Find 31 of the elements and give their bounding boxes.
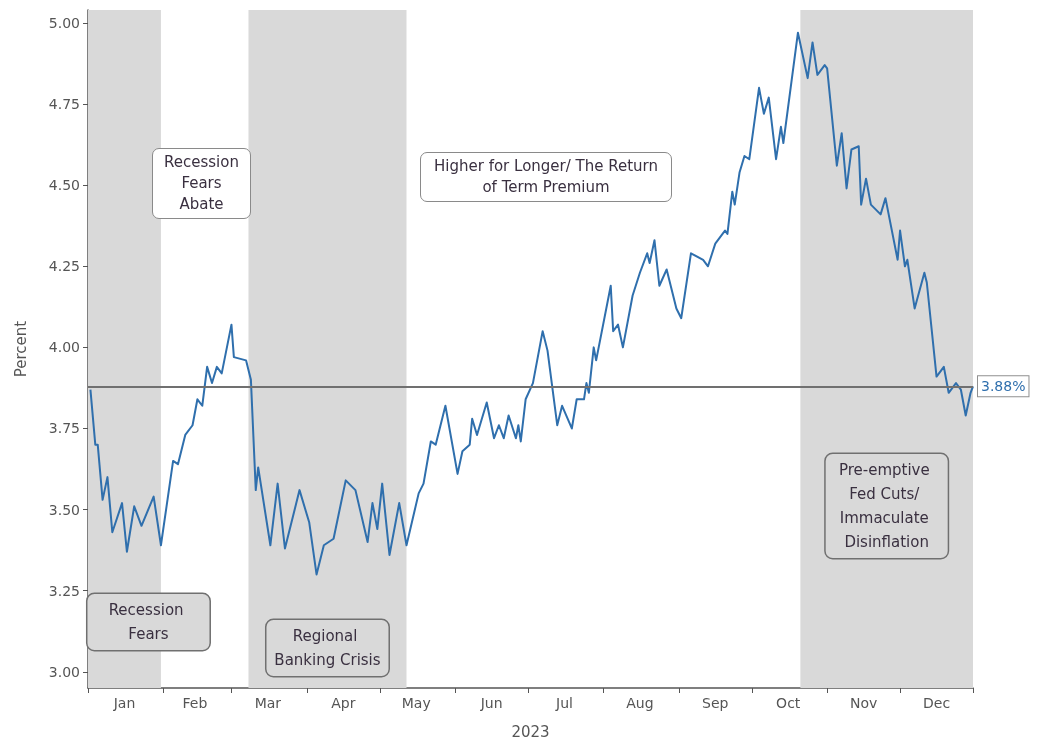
x-tick-label: Apr — [331, 695, 356, 711]
y-tick-label: 4.75 — [48, 96, 80, 113]
y-tick-label: 3.00 — [48, 663, 80, 680]
text: Recession Fears — [108, 601, 184, 643]
x-tick-label: Jun — [479, 695, 503, 711]
x-tick-label: Jul — [555, 695, 573, 711]
text: Abate — [179, 195, 224, 213]
x-tick-label: Oct — [776, 695, 801, 711]
x-tick-label: Aug — [626, 695, 654, 711]
y-tick-label: 4.50 — [48, 177, 80, 194]
x-tick-label: Feb — [182, 695, 208, 711]
x-tick-label: Dec — [922, 695, 951, 711]
x-tick-label: Nov — [849, 695, 878, 711]
y-tick-label: 3.25 — [48, 582, 80, 599]
band-label: Recession Fears — [164, 153, 239, 192]
x-axis-title: 2023 — [511, 722, 550, 741]
x-tick-label: Mar — [254, 695, 282, 711]
y-axis-title: Percent — [11, 320, 30, 378]
band-label: Pre-emptive Fed Cuts/ Immaculate Disinflation — [838, 461, 935, 551]
y-tick-label: 5.00 — [48, 14, 80, 31]
line-series — [89, 31, 974, 576]
x-tick-label: May — [401, 695, 431, 711]
y-tick-label: 3.75 — [48, 420, 80, 437]
ref-line-label: 3.88% — [981, 378, 1026, 395]
annotation: Higher for Longer/ The Return of Term Premium — [420, 152, 672, 202]
y-tick-label: 4.25 — [48, 258, 80, 275]
y-tick-label: 4.00 — [48, 339, 80, 356]
band-label: Regional Banking Crisis — [274, 627, 381, 669]
x-tick-label: Sep — [702, 695, 729, 711]
x-tick-label: Jan — [112, 695, 136, 711]
y-tick-label: 3.50 — [48, 501, 80, 518]
